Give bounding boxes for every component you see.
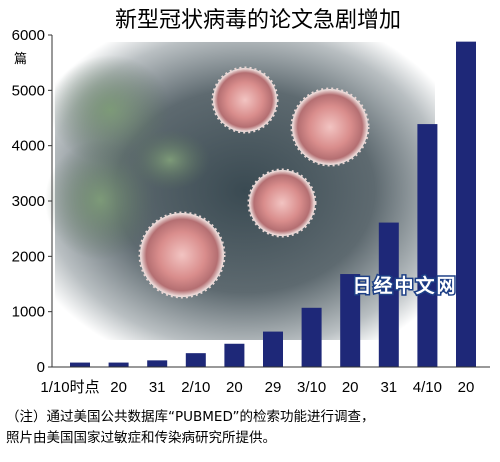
bar xyxy=(456,41,476,367)
y-tick-label: 0 xyxy=(37,359,45,376)
x-tick-label: 2/10 xyxy=(181,379,210,396)
bar xyxy=(263,331,283,367)
bar xyxy=(70,362,90,367)
x-tick-label: 1/10时点 xyxy=(40,379,99,396)
background-photo xyxy=(45,42,435,340)
bar xyxy=(224,343,245,367)
x-tick-label: 20 xyxy=(458,379,475,396)
x-tick-label: 20 xyxy=(342,379,359,396)
bar xyxy=(185,353,206,367)
bar xyxy=(378,222,399,367)
y-tick-label: 1000 xyxy=(12,304,45,321)
x-tick-label: 3/10 xyxy=(297,379,326,396)
y-axis: 0 1000 2000 3000 4000 5000 6000 xyxy=(12,27,52,376)
bars xyxy=(70,41,476,367)
x-tick-label: 20 xyxy=(110,379,127,396)
watermark: 日经中文网 xyxy=(352,274,457,297)
footnote-line-1: （注）通过美国公共数据库“PUBMED”的检索功能进行调查， xyxy=(6,409,375,425)
bar xyxy=(340,274,361,367)
footnote: （注）通过美国公共数据库“PUBMED”的检索功能进行调查， 照片由美国国家过敏… xyxy=(6,407,496,449)
x-axis: 1/10时点 20 31 2/10 20 29 3/10 20 31 4/10 20 xyxy=(40,379,474,396)
bar xyxy=(147,360,168,367)
x-tick-label: 31 xyxy=(380,379,397,396)
y-tick-label: 3000 xyxy=(12,193,45,210)
x-tick-label: 29 xyxy=(265,379,282,396)
chart-title: 新型冠状病毒的论文急剧增加 xyxy=(115,8,401,33)
chart: 新型冠状病毒的论文急剧增加 篇 0 1000 2000 3000 4000 5000 600… xyxy=(12,8,490,396)
y-tick-label: 4000 xyxy=(12,138,45,155)
x-tick-label: 4/10 xyxy=(413,379,442,396)
y-tick-label: 5000 xyxy=(12,82,45,99)
y-tick-label: 6000 xyxy=(12,27,45,44)
footnote-line-2: 照片由美国国家过敏症和传染病研究所提供。 xyxy=(6,430,276,446)
bar xyxy=(108,362,129,367)
y-tick-label: 2000 xyxy=(12,248,45,265)
x-tick-label: 31 xyxy=(149,379,166,396)
x-tick-label: 20 xyxy=(226,379,243,396)
unit-label: 篇 xyxy=(14,52,27,67)
bar xyxy=(417,124,438,367)
bar xyxy=(301,307,322,367)
